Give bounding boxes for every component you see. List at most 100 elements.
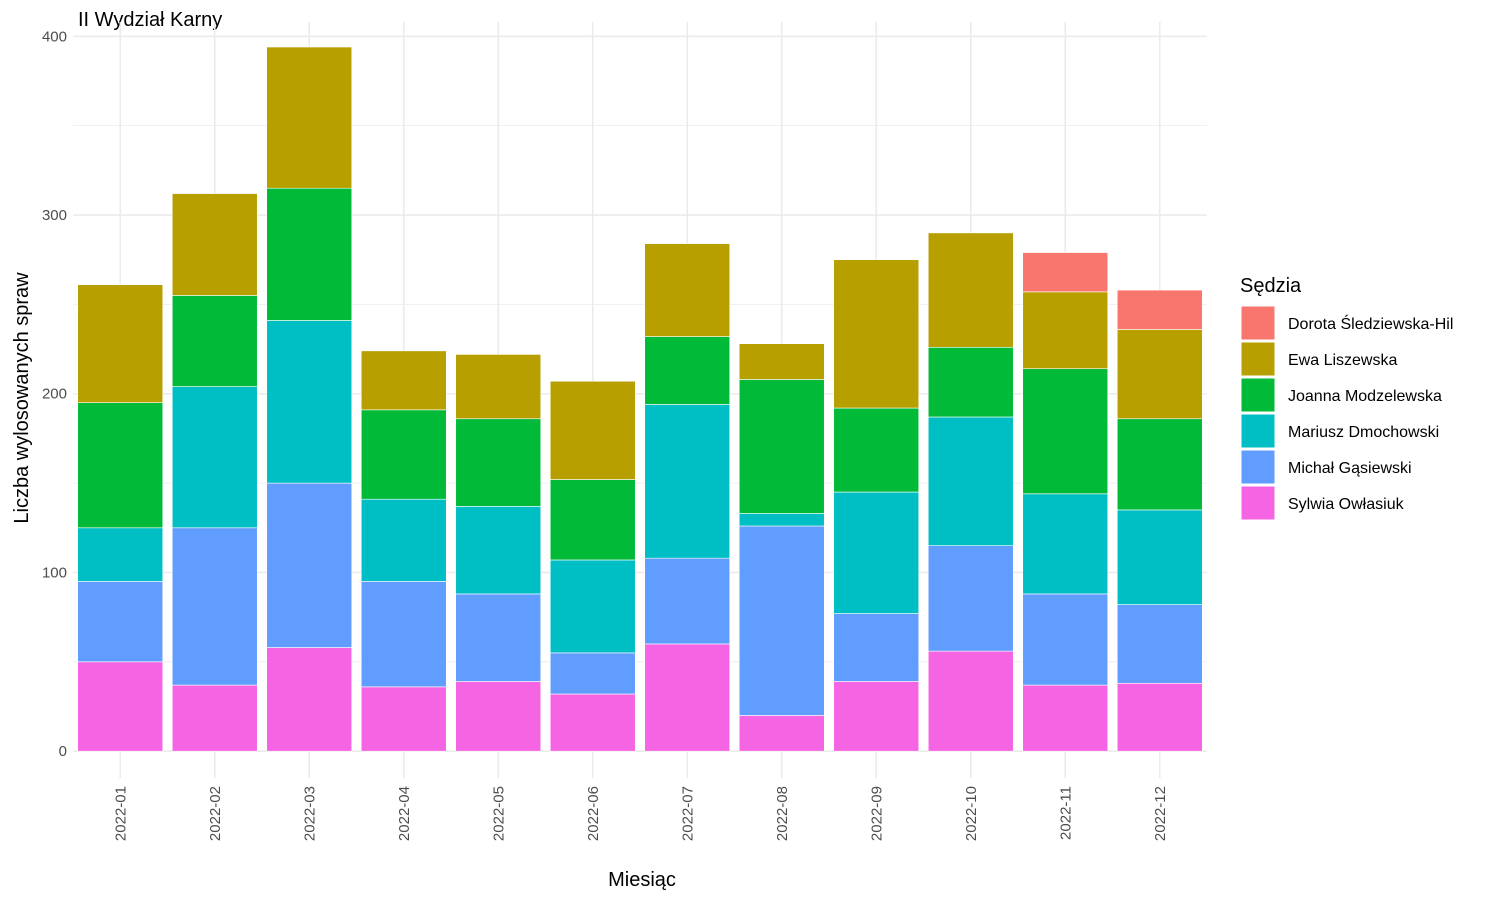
y-tick-label: 0	[59, 743, 67, 760]
bar-segment	[360, 498, 447, 582]
bar-segment	[1116, 329, 1203, 420]
bar-segment	[927, 416, 1014, 546]
bar-segment	[77, 661, 164, 752]
bar-segment	[1116, 289, 1203, 330]
bars	[77, 46, 1203, 752]
bar-segment	[171, 527, 258, 686]
legend-label: Sylwia Owłasiuk	[1288, 496, 1405, 513]
bar-segment	[927, 650, 1014, 752]
x-axis-title: Miesiąc	[608, 869, 676, 891]
bar-segment	[738, 379, 825, 514]
bar-segment	[77, 581, 164, 663]
x-tick-label: 2022-11	[1057, 786, 1074, 840]
chart-title: II Wydział Karny	[78, 9, 222, 31]
bar-segment	[1022, 252, 1109, 293]
bar-segment	[644, 336, 731, 405]
bar-segment	[266, 647, 353, 752]
bar-segment	[1116, 418, 1203, 511]
bar-segment	[1022, 493, 1109, 595]
legend-title: Sędzia	[1240, 275, 1302, 297]
bar-segment	[77, 527, 164, 582]
bar-segment	[266, 482, 353, 648]
bar-segment	[738, 343, 825, 380]
bar-segment	[644, 643, 731, 752]
x-tick-label: 2022-08	[774, 786, 791, 841]
legend-key	[1240, 305, 1276, 341]
bar-segment	[1116, 682, 1203, 752]
x-tick-label: 2022-01	[112, 786, 129, 841]
bar-segment	[171, 684, 258, 752]
bar-segment	[77, 402, 164, 529]
bar-segment	[927, 346, 1014, 418]
bar-segment	[927, 232, 1014, 348]
bar-segment	[549, 559, 636, 654]
legend-key	[1240, 341, 1276, 377]
y-tick-label: 300	[42, 207, 67, 224]
x-axis-ticks: 2022-01 2022-02 2022-03 2022-04 2022-05 2022-…	[112, 786, 1169, 841]
bar-segment	[77, 284, 164, 403]
legend-key	[1240, 485, 1276, 521]
bar-segment	[833, 681, 920, 752]
bar-segment	[833, 491, 920, 614]
bar-segment	[549, 652, 636, 695]
bar-segment	[833, 613, 920, 682]
y-tick-label: 100	[42, 564, 67, 581]
legend-label: Dorota Śledziewska-Hil	[1288, 314, 1453, 333]
legend-key	[1240, 449, 1276, 485]
x-tick-label: 2022-06	[585, 786, 602, 841]
bar-segment	[833, 407, 920, 493]
bar-segment	[266, 320, 353, 484]
bar-segment	[1116, 604, 1203, 684]
bar-segment	[644, 404, 731, 559]
x-tick-label: 2022-12	[1152, 786, 1169, 841]
bar-segment	[738, 513, 825, 527]
bar-segment	[455, 593, 542, 682]
bar-segment	[171, 295, 258, 387]
bar-segment	[644, 557, 731, 645]
bar-segment	[1116, 509, 1203, 605]
x-tick-label: 2022-07	[679, 786, 696, 841]
x-tick-label: 2022-03	[301, 786, 318, 841]
legend-label: Michał Gąsiewski	[1288, 460, 1412, 477]
y-axis-ticks: 0 100 200 300 400	[42, 28, 67, 760]
x-tick-label: 2022-04	[396, 786, 413, 841]
legend-label: Mariusz Dmochowski	[1288, 424, 1439, 441]
bar-segment	[455, 506, 542, 595]
bar-segment	[1022, 291, 1109, 370]
legend-key	[1240, 413, 1276, 449]
bar-segment	[549, 693, 636, 752]
bar-segment	[549, 380, 636, 480]
bar-segment	[360, 409, 447, 500]
bar-segment	[644, 243, 731, 337]
bar-segment	[266, 46, 353, 189]
x-tick-label: 2022-10	[963, 786, 980, 841]
bar-segment	[455, 681, 542, 752]
bar-segment	[833, 259, 920, 409]
bar-segment	[360, 581, 447, 688]
bar-segment	[1022, 368, 1109, 495]
bar-segment	[1022, 593, 1109, 686]
y-axis-title: Liczba wylosowanych spraw	[11, 272, 33, 524]
bar-segment	[360, 686, 447, 752]
bar-segment	[927, 545, 1014, 652]
bar-segment	[171, 386, 258, 529]
bar-segment	[1022, 684, 1109, 752]
x-tick-label: 2022-05	[490, 786, 507, 841]
bar-segment	[171, 193, 258, 296]
bar-segment	[549, 479, 636, 561]
legend-label: Ewa Liszewska	[1288, 352, 1397, 369]
bar-segment	[455, 418, 542, 507]
bar-segment	[455, 354, 542, 420]
x-tick-label: 2022-02	[207, 786, 224, 841]
legend-label: Joanna Modzelewska	[1288, 388, 1442, 405]
bar-segment	[738, 525, 825, 716]
y-tick-label: 200	[42, 386, 67, 403]
legend: Dorota Śledziewska-Hil Ewa Liszewska Joann…	[1240, 305, 1453, 521]
bar-segment	[360, 350, 447, 411]
bar-segment	[738, 715, 825, 752]
legend-key	[1240, 377, 1276, 413]
y-tick-label: 400	[42, 28, 67, 45]
bar-segment	[266, 187, 353, 321]
x-tick-label: 2022-09	[868, 786, 885, 841]
